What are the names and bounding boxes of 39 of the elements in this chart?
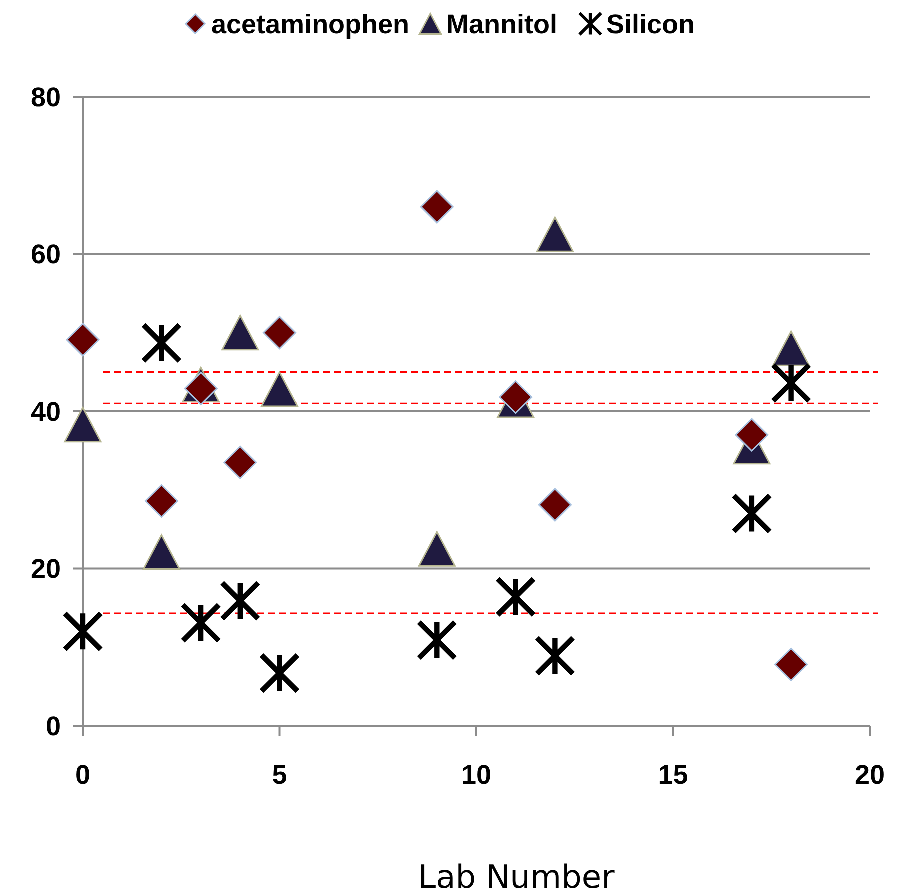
point	[63, 612, 103, 652]
point	[732, 494, 772, 534]
point	[772, 363, 812, 403]
point	[261, 372, 298, 408]
point	[418, 531, 456, 567]
point	[538, 488, 572, 522]
point	[735, 418, 769, 452]
x-tick-label: 5	[272, 760, 288, 790]
point	[66, 323, 100, 357]
x-tick-label: 0	[75, 760, 91, 790]
x-tick-label: 20	[854, 760, 886, 790]
point	[142, 534, 180, 570]
point	[260, 654, 300, 694]
point	[774, 648, 808, 682]
legend-label: Silicon	[606, 9, 696, 40]
y-tick-label: 0	[46, 711, 61, 742]
legend-label: acetaminophen	[212, 9, 410, 40]
x-axis-title: Lab Number	[418, 858, 616, 895]
point	[496, 577, 536, 617]
y-tick-label: 60	[30, 240, 61, 270]
point	[263, 316, 296, 350]
point	[222, 315, 260, 351]
point	[64, 407, 102, 443]
point	[142, 323, 182, 363]
x-tick-label: 15	[658, 760, 688, 790]
y-tick-label: 20	[30, 554, 61, 584]
point	[181, 603, 221, 643]
x-tick-label: 10	[461, 760, 492, 790]
y-tick-label: 80	[30, 82, 61, 112]
point	[535, 636, 575, 676]
point	[220, 581, 260, 621]
point	[144, 484, 178, 518]
point	[772, 330, 810, 366]
legend-label: Mannitol	[446, 9, 558, 40]
y-tick-label: 40	[30, 396, 61, 427]
point	[224, 446, 258, 480]
point	[536, 216, 574, 252]
point	[417, 620, 457, 660]
point	[420, 190, 454, 224]
